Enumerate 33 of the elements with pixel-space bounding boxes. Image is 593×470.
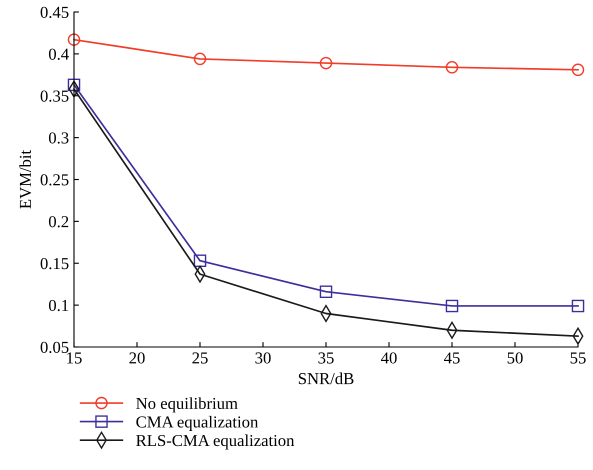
y-axis-title: EVM/bit <box>19 150 32 209</box>
point <box>68 78 80 92</box>
y-tick-label: 0.15 <box>40 258 68 270</box>
legend-label: RLS-CMA equalization <box>136 434 294 450</box>
point <box>194 52 206 66</box>
point <box>320 56 332 70</box>
x-tick-label: 50 <box>508 352 523 364</box>
y-tick-label: 0.1 <box>48 300 68 312</box>
y-tick-label: 0.3 <box>48 132 68 144</box>
x-tick-label: 20 <box>129 352 145 364</box>
point <box>446 300 458 312</box>
x-tick-label: 55 <box>570 352 586 364</box>
y-tick-label: 0.35 <box>40 90 68 102</box>
y-tick-label: 0.45 <box>40 6 68 18</box>
point <box>446 61 458 74</box>
x-tick-label: 30 <box>255 352 271 364</box>
legend-label: CMA equalization <box>136 416 258 431</box>
y-tick-label: 0.05 <box>40 342 68 354</box>
x-tick-label: 15 <box>67 352 82 364</box>
x-tick-label: 35 <box>318 352 334 364</box>
y-tick-label: 0.4 <box>48 48 69 60</box>
y-tick-label: 0.25 <box>40 174 68 186</box>
y-tick-label: 0.2 <box>48 216 68 228</box>
x-tick-label: 45 <box>444 352 460 364</box>
point <box>194 254 206 267</box>
point <box>572 300 584 312</box>
point <box>320 285 332 298</box>
x-tick-label: 40 <box>380 352 397 364</box>
point <box>68 33 80 46</box>
point <box>572 64 584 76</box>
legend-label: No equilibrium <box>136 397 238 412</box>
x-tick-label: 25 <box>192 352 208 364</box>
x-axis-title: SNR/dB <box>298 372 354 384</box>
